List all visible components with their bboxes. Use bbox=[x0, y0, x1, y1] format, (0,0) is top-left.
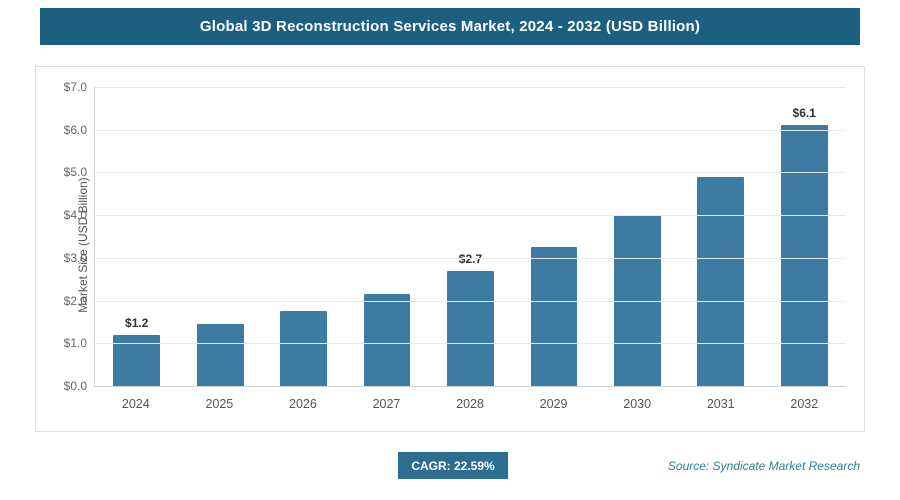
gridline bbox=[95, 172, 846, 174]
bars-row: $1.2 $2.7 $6.1 bbox=[95, 87, 846, 386]
bar-slot bbox=[345, 87, 428, 386]
bar-2029 bbox=[530, 247, 578, 386]
y-tick-label: $6.0 bbox=[63, 122, 87, 137]
bar-slot: $6.1 bbox=[763, 87, 846, 386]
gridline bbox=[95, 300, 846, 302]
bar-slot bbox=[262, 87, 345, 386]
y-tick-label: $5.0 bbox=[63, 165, 87, 180]
y-tick-label: $4.0 bbox=[63, 208, 87, 223]
y-axis-title: Market Size (USD Billion) bbox=[76, 177, 90, 313]
plot-area: $1.2 $2.7 $6.1 $0.0 $1.0 $2.0 $3.0 $4.0 $5.0 $6.… bbox=[64, 80, 846, 393]
y-tick-label: $2.0 bbox=[63, 293, 87, 308]
x-axis-ticks: 2024 2025 2026 2027 2028 2029 2030 2031 2032 bbox=[94, 397, 846, 417]
chart-title-banner: Global 3D Reconstruction Services Market… bbox=[40, 8, 860, 45]
bar-2026 bbox=[280, 311, 327, 386]
bar-slot bbox=[596, 87, 679, 386]
cagr-label: CAGR: 22.59% bbox=[411, 458, 495, 473]
bar-slot bbox=[178, 87, 261, 386]
x-tick-label: 2029 bbox=[539, 397, 568, 411]
gridline bbox=[95, 215, 846, 217]
bar-value-label: $1.2 bbox=[125, 315, 149, 330]
bar-2025 bbox=[196, 324, 244, 386]
bar-2032 bbox=[780, 125, 828, 386]
x-tick-label: 2027 bbox=[372, 397, 401, 411]
bar-slot bbox=[512, 87, 595, 386]
chart-title: Global 3D Reconstruction Services Market… bbox=[199, 18, 701, 35]
x-tick-label: 2026 bbox=[289, 397, 317, 411]
x-tick-label: 2025 bbox=[205, 397, 234, 411]
gridline bbox=[95, 257, 846, 259]
y-tick-label: $1.0 bbox=[63, 336, 87, 351]
bar-slot: $2.7 bbox=[429, 87, 512, 386]
y-tick-label: $7.0 bbox=[63, 80, 87, 94]
cagr-badge: CAGR: 22.59% bbox=[398, 452, 508, 479]
bar-2031 bbox=[697, 176, 745, 386]
bar-slot: $1.2 bbox=[95, 87, 178, 386]
bar-2028 bbox=[447, 270, 494, 386]
bar-2027 bbox=[363, 294, 411, 386]
gridline bbox=[95, 129, 846, 131]
y-tick-label: $0.0 bbox=[63, 379, 87, 393]
x-tick-label: 2031 bbox=[706, 397, 735, 411]
x-tick-label: 2032 bbox=[790, 397, 819, 411]
gridline bbox=[95, 343, 846, 345]
bar-slot bbox=[679, 87, 762, 386]
bar-value-label: $6.1 bbox=[792, 106, 816, 121]
x-tick-label: 2028 bbox=[456, 397, 484, 411]
chart-card: Market Size (USD Billion) $1.2 $2.7 $6.1 $… bbox=[35, 66, 865, 432]
source-attribution: Source: Syndicate Market Research bbox=[667, 459, 860, 473]
x-tick-label: 2030 bbox=[623, 397, 652, 411]
gridline bbox=[95, 87, 846, 88]
y-tick-label: $3.0 bbox=[63, 250, 87, 265]
x-tick-label: 2024 bbox=[121, 397, 150, 411]
